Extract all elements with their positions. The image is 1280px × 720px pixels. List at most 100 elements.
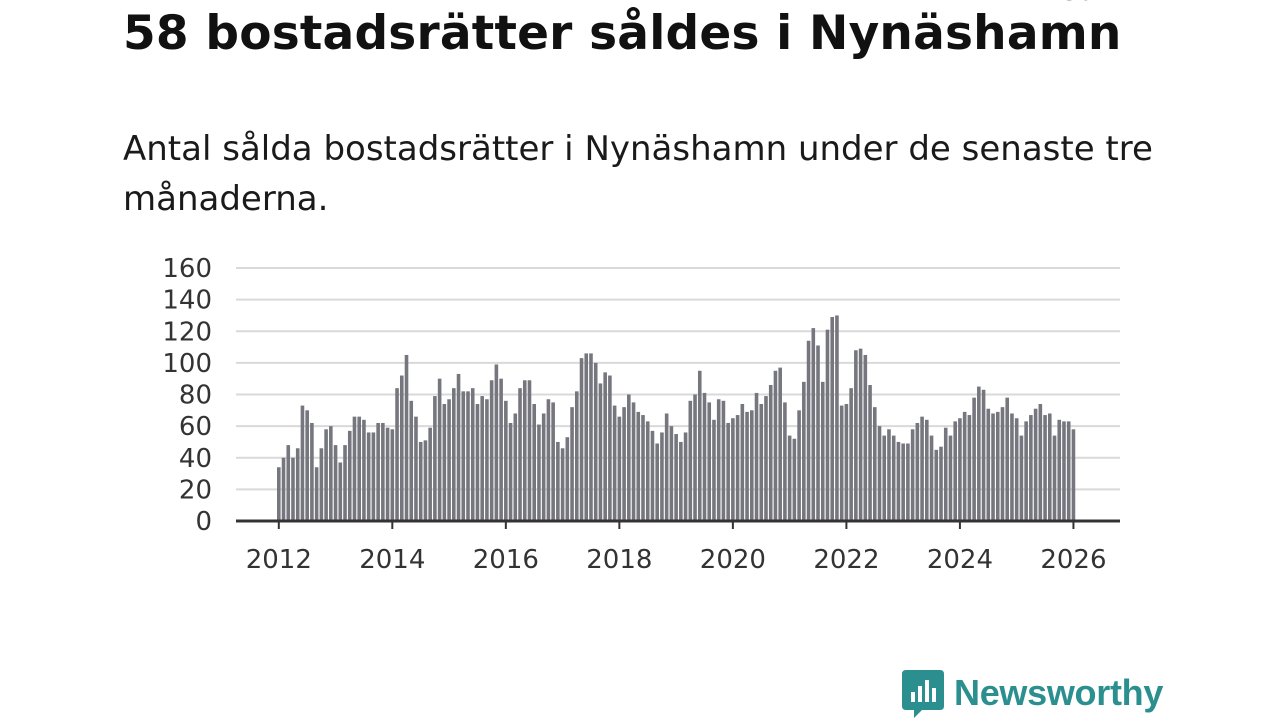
bar <box>1019 435 1024 521</box>
bar <box>475 403 480 521</box>
x-tick-label: 2022 <box>813 545 879 575</box>
bar <box>329 426 333 522</box>
bar <box>565 437 570 521</box>
bar <box>915 422 920 521</box>
bar <box>991 413 995 521</box>
bar <box>556 441 560 521</box>
bar <box>891 435 896 521</box>
bar <box>352 416 357 521</box>
bar <box>627 394 631 521</box>
chart-title: 58 bostadsrätter såldes i Nynäshamn <box>123 6 1122 61</box>
bar <box>409 400 414 521</box>
bar <box>896 441 901 521</box>
bar <box>977 386 981 521</box>
bar <box>660 432 664 521</box>
bar <box>371 432 376 521</box>
y-tick-label: 60 <box>179 412 212 442</box>
bar <box>872 407 877 521</box>
bar <box>679 441 683 521</box>
bar <box>802 381 806 521</box>
bar <box>740 403 745 521</box>
x-tick-label: 2014 <box>359 545 425 575</box>
bar <box>541 413 546 521</box>
bar <box>1000 407 1005 521</box>
bar <box>1071 429 1076 521</box>
bar <box>764 396 768 521</box>
bar <box>693 394 697 521</box>
bar <box>934 449 939 521</box>
bar <box>470 388 475 521</box>
bar <box>631 402 636 521</box>
x-tick-label: 2016 <box>473 545 539 575</box>
y-tick-label: 140 <box>162 286 212 316</box>
bar <box>697 370 702 521</box>
bar <box>688 400 693 521</box>
bar <box>404 354 409 521</box>
bar <box>362 419 366 521</box>
bar <box>835 315 839 521</box>
bar <box>1024 421 1028 521</box>
bar <box>485 399 489 521</box>
bar <box>750 410 754 521</box>
bar <box>314 467 319 521</box>
y-tick-label: 0 <box>195 507 212 537</box>
bar <box>967 415 972 521</box>
bar <box>612 405 617 521</box>
bar <box>1052 435 1057 521</box>
x-tick-label: 2024 <box>927 545 993 575</box>
newsworthy-logo-icon <box>902 670 944 718</box>
bar <box>366 432 371 521</box>
bar <box>589 353 593 521</box>
bar <box>754 392 759 521</box>
bar <box>716 399 721 521</box>
bar <box>433 396 437 521</box>
bar <box>745 411 749 521</box>
bar <box>333 445 338 521</box>
bar <box>1057 419 1062 521</box>
bar <box>811 328 816 521</box>
bar <box>962 411 967 521</box>
chart-subtitle: Antal sålda bostadsrätter i Nynäshamn un… <box>123 129 1153 219</box>
highlight-data-label: 58 <box>1063 0 1094 6</box>
bar <box>707 402 712 521</box>
bar <box>357 416 362 521</box>
bar <box>295 448 300 521</box>
bar <box>1014 418 1019 521</box>
bar <box>759 403 764 521</box>
bar <box>574 391 579 521</box>
bar <box>726 422 730 521</box>
y-tick-label: 40 <box>179 444 212 474</box>
bar <box>797 410 801 521</box>
y-tick-label: 160 <box>162 254 212 284</box>
bar <box>305 410 309 521</box>
bar <box>731 418 735 521</box>
bar <box>844 403 849 521</box>
bar <box>532 403 537 521</box>
bar <box>1005 397 1010 521</box>
bar <box>1043 415 1047 521</box>
bar <box>461 391 466 521</box>
bar <box>920 416 924 521</box>
bar <box>712 419 716 521</box>
y-tick-label: 80 <box>179 381 212 411</box>
bar <box>901 443 905 521</box>
bar <box>972 397 976 521</box>
brand-logo: Newsworthy <box>902 670 1163 720</box>
bar <box>778 367 782 521</box>
bar <box>381 422 385 521</box>
brand-name: Newsworthy <box>954 672 1164 713</box>
bar <box>593 362 598 522</box>
bar <box>489 380 494 521</box>
bar <box>683 432 688 521</box>
bar <box>466 391 470 521</box>
bar <box>376 422 380 521</box>
bar <box>584 353 589 521</box>
bar <box>925 419 929 521</box>
x-tick-label: 2020 <box>700 545 766 575</box>
bar <box>1033 408 1038 521</box>
bar <box>735 415 740 521</box>
bar <box>560 448 565 521</box>
bar <box>437 378 442 521</box>
bar <box>839 405 844 521</box>
bar <box>442 403 447 521</box>
